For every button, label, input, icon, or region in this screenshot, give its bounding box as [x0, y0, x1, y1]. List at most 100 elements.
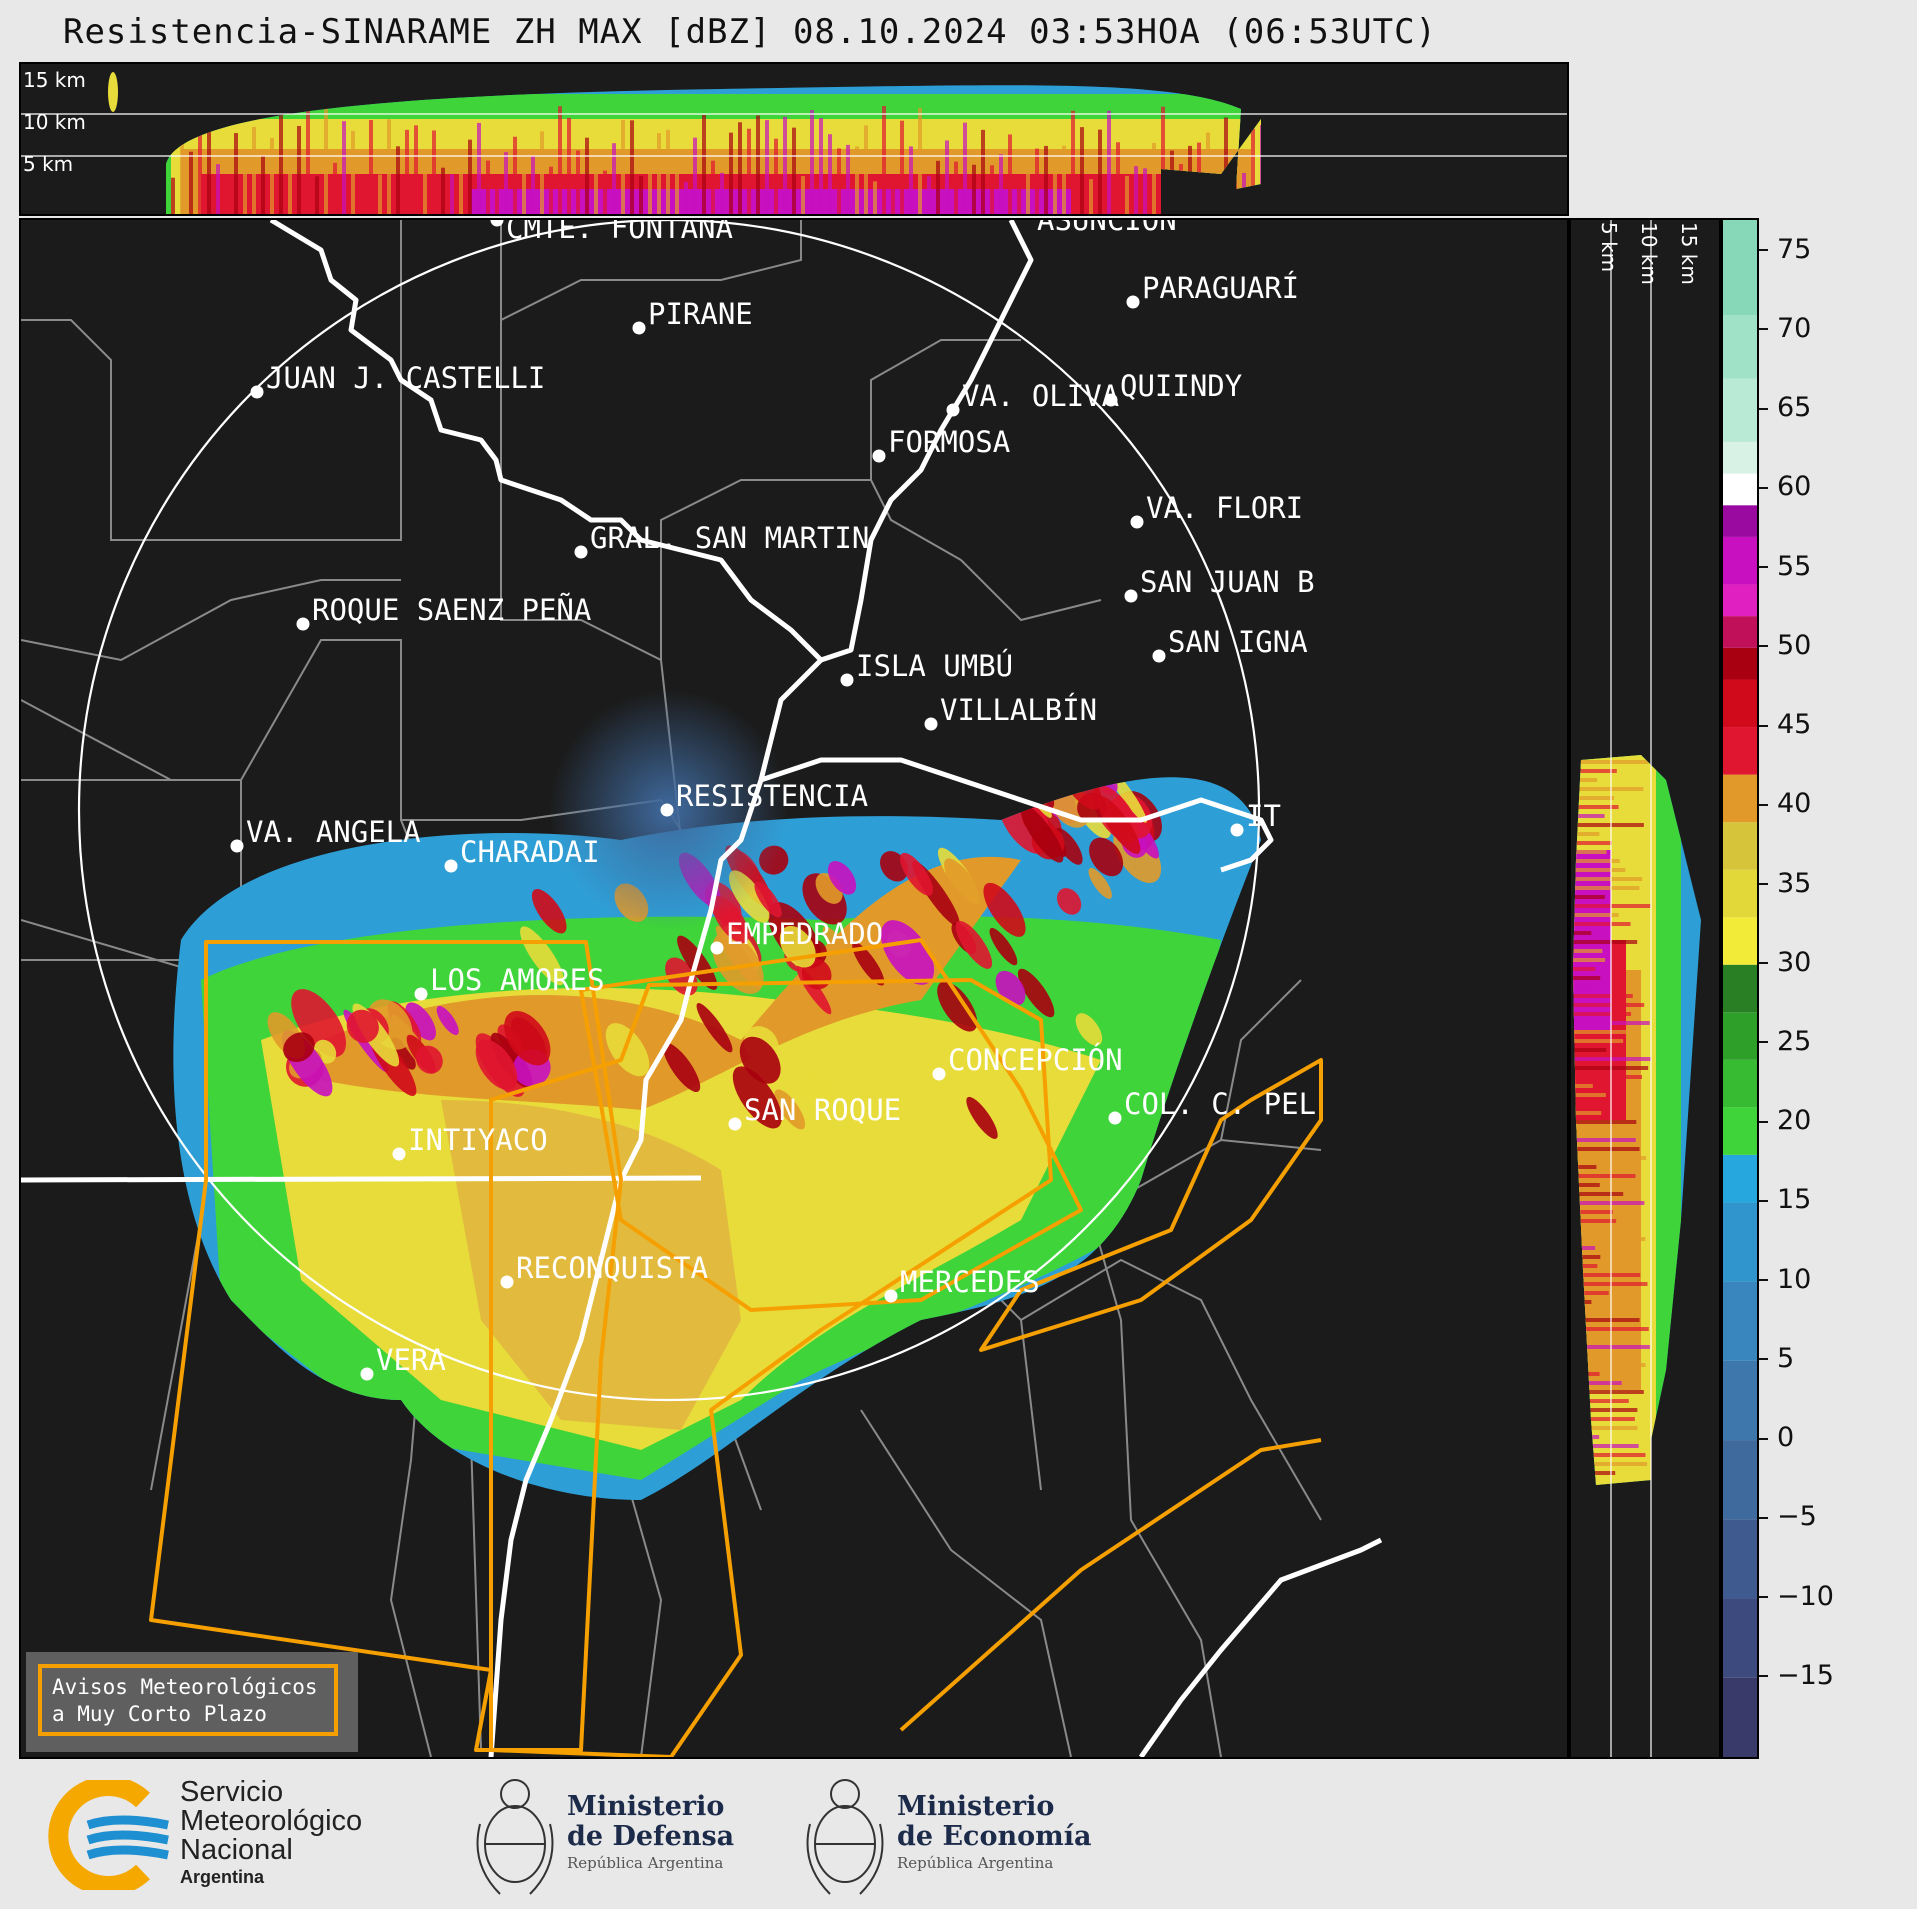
profile-stripe: [486, 160, 490, 214]
profile-stripe: [1573, 1372, 1600, 1376]
profile-stripe: [513, 136, 517, 214]
profile-stripe: [1573, 1435, 1600, 1439]
colorbar-band: [1723, 1440, 1757, 1520]
profile-stripe: [675, 169, 679, 214]
storm-cell: [436, 1006, 459, 1035]
storm-cell: [983, 882, 1026, 937]
profile-stripe: [1573, 967, 1596, 971]
colorbar-tick: 65: [1759, 392, 1811, 423]
profile-stripe: [279, 111, 283, 214]
colorbar-band: [1723, 584, 1757, 617]
profile-stripe: [252, 126, 256, 214]
colorbar-tick-label: 20: [1777, 1105, 1812, 1137]
colorbar-tick: 45: [1759, 709, 1811, 740]
profile-stripe: [360, 176, 364, 214]
profile-stripe: [1573, 976, 1601, 980]
colorbar-tick-label: 75: [1777, 233, 1812, 265]
colorbar-tick: 40: [1759, 788, 1811, 819]
profile-stripe: [342, 121, 346, 214]
profile-stripe: [1026, 162, 1030, 214]
profile-stripe: [1573, 805, 1619, 809]
city-label-it: IT: [1246, 799, 1281, 833]
profile-stripe: [927, 176, 931, 214]
profile-stripe: [1573, 796, 1614, 800]
storm-cell: [732, 1066, 782, 1129]
colorbar-band: [1723, 822, 1757, 870]
colorbar-band: [1723, 1360, 1757, 1441]
profile-stripe: [1573, 940, 1638, 944]
colorbar-band: [1723, 1677, 1757, 1757]
colorbar-tick-label: 70: [1777, 312, 1812, 344]
profile-stripe: [1573, 1048, 1607, 1052]
profile-stripe: [909, 146, 913, 214]
profile-stripe: [1573, 1282, 1648, 1286]
profile-stripe: [261, 155, 265, 214]
city-marker-col-c-pel: [1108, 1111, 1122, 1125]
profile-stripe: [1573, 1075, 1642, 1079]
profile-stripe: [1008, 134, 1012, 214]
top-profile-label-10km: 10 km: [23, 110, 86, 134]
profile-stripe: [1573, 1381, 1622, 1385]
colorbar-tick: −15: [1759, 1660, 1834, 1691]
profile-stripe: [1573, 1444, 1639, 1448]
storm-cell: [944, 858, 985, 912]
profile-stripe: [747, 128, 751, 214]
profile-stripe: [1573, 1039, 1624, 1043]
profile-stripe: [1573, 832, 1600, 836]
profile-stripe: [1206, 132, 1210, 214]
colorbar-band: [1723, 1059, 1757, 1108]
city-marker-pirane: [632, 321, 646, 335]
storm-cell: [937, 981, 978, 1032]
colorbar-tick: 25: [1759, 1026, 1811, 1057]
colorbar-band: [1723, 1519, 1757, 1599]
profile-stripe: [495, 174, 499, 214]
colorbar-tick-label: 35: [1777, 867, 1812, 899]
colorbar-tick: 15: [1759, 1184, 1811, 1215]
profile-stripe: [369, 120, 373, 214]
profile-stripe: [1573, 1273, 1641, 1277]
profile-stripe: [1573, 1390, 1644, 1394]
colorbar: [1721, 218, 1759, 1759]
storm-cell: [880, 920, 935, 985]
profile-stripe: [522, 165, 526, 214]
top-vertical-profile: 15 km 10 km 5 km: [19, 62, 1569, 216]
profile-stripe: [1053, 162, 1057, 214]
profile-stripe: [1573, 895, 1605, 899]
city-marker-mercedes: [884, 1289, 898, 1303]
city-marker-los-amores: [414, 987, 428, 1001]
city-label-cmte-fontana: CMTE. FONTANA: [506, 218, 733, 245]
profile-stripe: [1573, 814, 1605, 818]
profile-stripe: [864, 125, 868, 214]
colorbar-band: [1723, 1012, 1757, 1060]
profile-stripe: [549, 166, 553, 214]
radar-map-graphic: [21, 220, 1383, 1757]
city-label-asuncion: ASUNCIÓN: [1037, 218, 1177, 237]
top-profile-label-15km: 15 km: [23, 68, 86, 92]
city-label-vera: VERA: [376, 1343, 446, 1377]
profile-stripe: [963, 122, 967, 214]
profile-stripe: [657, 133, 661, 214]
profile-stripe: [558, 106, 562, 214]
city-marker-va-angela: [230, 839, 244, 853]
top-profile-label-5km: 5 km: [23, 152, 74, 176]
profile-stripe: [1573, 1174, 1636, 1178]
colorbar-tick-label: 65: [1777, 392, 1812, 424]
right-profile-label-10km: 10 km: [1637, 222, 1661, 285]
profile-stripe: [1573, 1147, 1640, 1151]
profile-stripe: [567, 117, 571, 214]
city-marker-va-oliva: [946, 403, 960, 417]
city-label-empedrado: EMPEDRADO: [726, 917, 884, 951]
profile-stripe: [1161, 106, 1165, 214]
profile-stripe: [1573, 1228, 1626, 1232]
profile-stripe: [1573, 1291, 1609, 1295]
city-label-paraguari: PARAGUARÍ: [1142, 271, 1300, 305]
top-profile-small-echo: [108, 72, 118, 112]
colorbar-tick: 20: [1759, 1105, 1811, 1136]
profile-stripe: [1134, 166, 1138, 214]
city-label-concepcion: CONCEPCIÓN: [948, 1043, 1123, 1077]
city-marker-juan-j-castelli: [250, 385, 264, 399]
profile-stripe: [1044, 145, 1048, 214]
city-marker-reconquista: [500, 1275, 514, 1289]
profile-stripe: [1573, 769, 1617, 773]
profile-stripe: [1573, 1300, 1592, 1304]
